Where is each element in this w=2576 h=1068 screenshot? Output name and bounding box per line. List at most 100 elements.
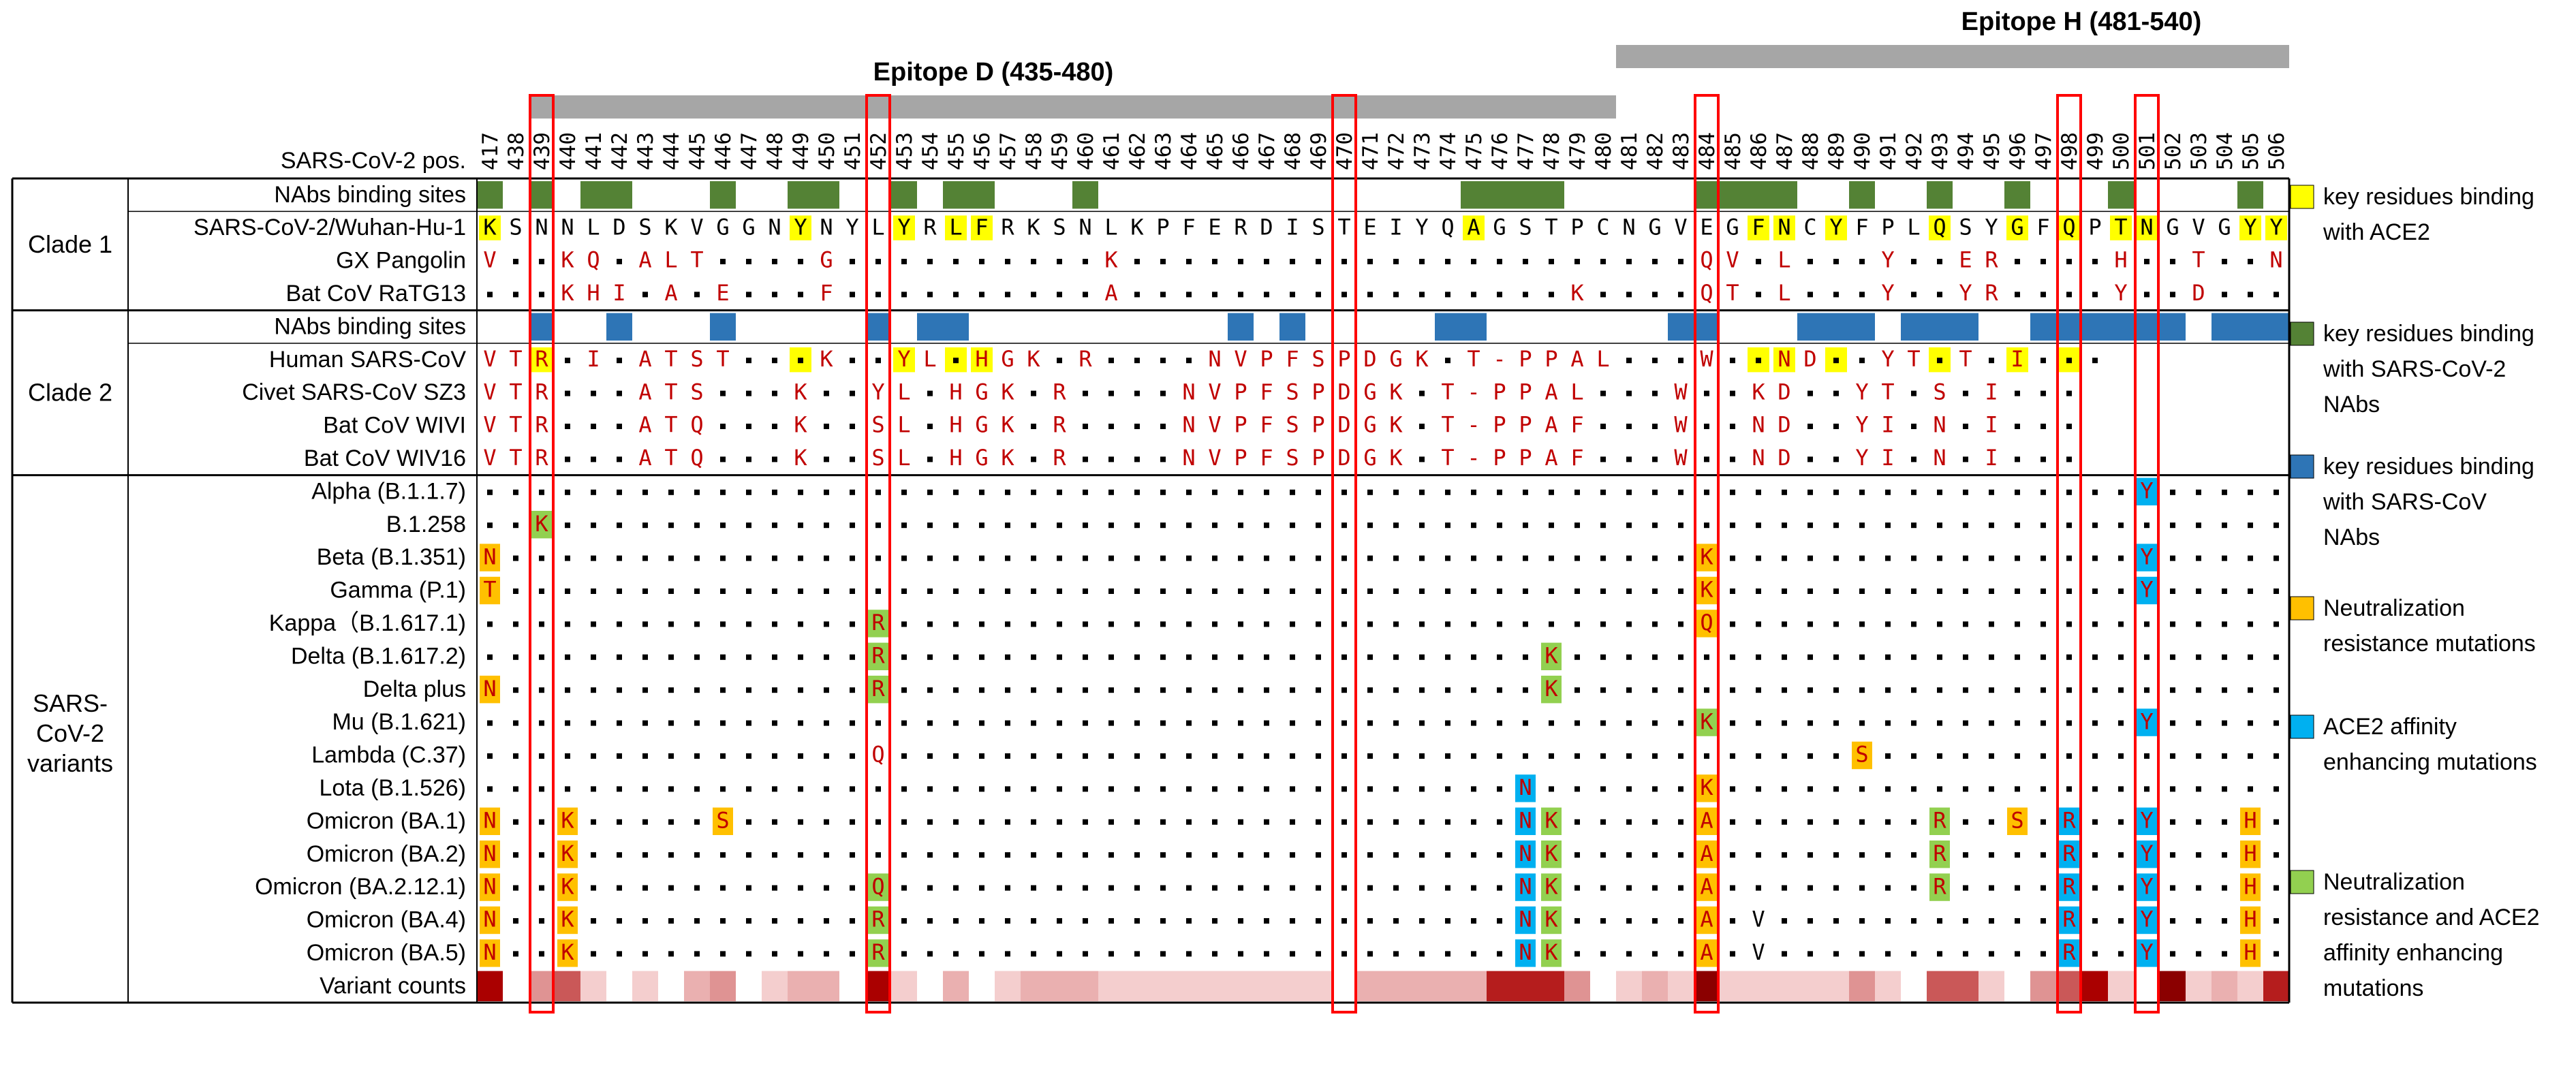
identity-dot [1238, 786, 1243, 792]
identity-dot [668, 885, 674, 891]
residue: P [1234, 445, 1247, 471]
identity-dot [2274, 687, 2279, 693]
identity-dot [2066, 687, 2072, 693]
identity-dot [2092, 720, 2098, 726]
identity-dot [824, 588, 829, 594]
identity-dot [850, 588, 855, 594]
residue: Y [2114, 280, 2127, 306]
residue: A [638, 346, 651, 372]
identity-dot [2040, 720, 2046, 726]
identity-dot [2015, 390, 2020, 396]
identity-dot [1626, 621, 1632, 627]
residue: R [535, 412, 548, 438]
identity-dot [1341, 687, 1347, 693]
identity-dot [591, 654, 596, 660]
identity-dot [1497, 885, 1502, 891]
identity-dot [1756, 819, 1761, 825]
identity-dot [953, 819, 959, 825]
identity-dot [1497, 621, 1502, 627]
mutation-cell [2059, 841, 2079, 868]
identity-dot [2040, 621, 2046, 627]
identity-dot [565, 555, 570, 561]
identity-dot [1005, 951, 1010, 957]
identity-dot [591, 489, 596, 495]
identity-dot [1807, 588, 1813, 594]
residue: T [716, 346, 729, 372]
identity-dot [1600, 588, 1606, 594]
mutation-residue: Y [2140, 477, 2153, 503]
identity-dot [1445, 555, 1450, 561]
identity-dot [1678, 489, 1683, 495]
identity-dot [2222, 621, 2227, 627]
identity-dot [668, 522, 674, 529]
residue: Y [1881, 247, 1894, 273]
identity-dot [824, 687, 829, 693]
identity-dot [1419, 654, 1425, 660]
residue: K [561, 247, 574, 273]
mutation-residue: R [2062, 907, 2076, 932]
legend-text: key residues binding [2323, 454, 2534, 480]
identity-dot [1031, 786, 1036, 792]
residue: A [638, 379, 651, 405]
variant-count-cell [1046, 971, 1072, 1001]
identity-dot [927, 292, 933, 298]
position-number: 467 [1255, 132, 1279, 170]
identity-dot [1134, 786, 1140, 792]
identity-dot [1316, 555, 1321, 561]
mutation-residue: Y [2140, 577, 2153, 603]
identity-dot [901, 753, 907, 759]
identity-dot [1652, 588, 1658, 594]
residue: A [638, 412, 651, 438]
identity-dot [2170, 522, 2175, 529]
residue: L [949, 214, 962, 240]
mutation-cell [2137, 807, 2157, 835]
binding-site-cell [969, 181, 995, 209]
identity-dot [798, 654, 803, 660]
mutation-cell [2240, 807, 2261, 835]
identity-dot [1471, 259, 1476, 264]
position-number: 441 [582, 132, 606, 170]
residue: D [1803, 346, 1816, 372]
position-number: 474 [1436, 132, 1461, 170]
identity-dot [979, 292, 984, 298]
identity-dot [798, 489, 803, 495]
identity-dot [2170, 819, 2175, 825]
identity-dot [1782, 522, 1787, 529]
identity-dot [694, 885, 700, 891]
identity-dot [1574, 819, 1580, 825]
position-number: 463 [1151, 132, 1176, 170]
identity-dot [513, 555, 518, 561]
mutation-residue: H [2244, 807, 2256, 833]
identity-dot [824, 654, 829, 660]
identity-dot [539, 588, 544, 594]
identity-dot [1911, 456, 1917, 462]
identity-dot [927, 885, 933, 891]
identity-dot [1108, 687, 1114, 693]
residue: K [820, 346, 833, 372]
residue: K [1389, 445, 1403, 471]
mutation-cell [557, 873, 578, 901]
identity-dot [1134, 720, 1140, 726]
identity-dot [2015, 456, 2020, 462]
identity-dot [1108, 621, 1114, 627]
mutation-residue: K [1545, 807, 1558, 833]
identity-dot [2222, 489, 2227, 495]
identity-dot [1833, 390, 1839, 396]
alignment-row: NAbs binding sites [274, 181, 2263, 209]
residue: S [871, 412, 884, 438]
key-position-box [865, 94, 891, 1014]
identity-dot [694, 555, 700, 561]
identity-dot [979, 918, 984, 924]
residue: K [1001, 445, 1014, 471]
identity-dot [2092, 489, 2098, 495]
identity-dot [1859, 720, 1865, 726]
binding-site-cell [1461, 313, 1487, 341]
ace2-residue-cell [790, 215, 811, 240]
identity-dot [513, 753, 518, 759]
identity-dot [1497, 522, 1502, 529]
identity-dot [2092, 522, 2098, 529]
identity-dot [979, 819, 984, 825]
residue: F [975, 214, 988, 240]
identity-dot [1316, 621, 1321, 627]
identity-dot [591, 918, 596, 924]
